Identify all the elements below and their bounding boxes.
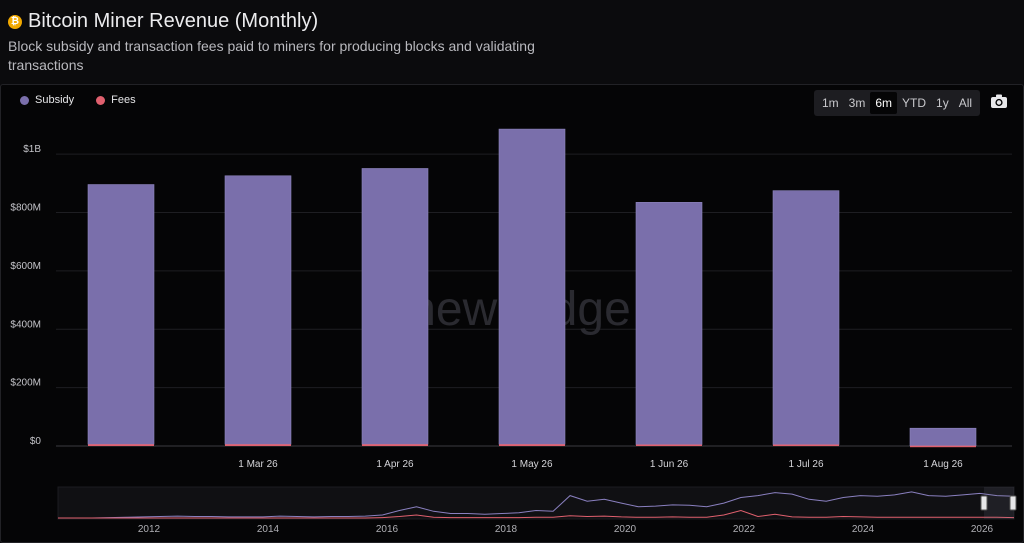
navigator: 2012 2014 2016 2018 2020 2022 2024 2026: [57, 486, 1017, 535]
navigator-tick-label: 2016: [376, 524, 399, 535]
legend: Subsidy Fees: [20, 94, 136, 106]
bar-fees: [773, 444, 839, 447]
x-tick-label: 1 Jul 26: [788, 459, 823, 470]
y-tick-label: $0: [30, 436, 42, 447]
legend-label-fees: Fees: [111, 94, 136, 106]
navigator-handle: [980, 495, 988, 511]
bar-subsidy: [635, 202, 703, 445]
bar-fees: [499, 444, 565, 446]
x-axis: 1 Mar 26 1 Apr 26 1 May 26 1 Jun 26 1 Jul 26…: [238, 459, 963, 470]
y-axis: $0 $200M $400M $600M $800M $1B: [10, 144, 41, 447]
bar-subsidy: [87, 184, 155, 445]
bar-subsidy: [498, 128, 566, 445]
bar-fees: [88, 444, 154, 446]
range-button-ytd[interactable]: YTD: [902, 96, 927, 110]
bitcoin-icon: ₿: [8, 14, 22, 29]
navigator-tick-label: 2020: [614, 524, 637, 535]
bar-fees: [362, 444, 428, 446]
navigator-tick-label: 2018: [495, 524, 518, 535]
navigator-background: [57, 486, 1015, 520]
y-tick-label: $200M: [10, 378, 41, 389]
navigator-tick-label: 2014: [257, 524, 280, 535]
title-row: ₿ Bitcoin Miner Revenue (Monthly): [8, 10, 608, 33]
bars: [87, 128, 977, 448]
navigator-tick-label: 2026: [971, 524, 994, 535]
legend-item-subsidy[interactable]: Subsidy: [20, 94, 74, 106]
x-tick-label: 1 Aug 26: [923, 459, 963, 470]
range-button-1y[interactable]: 1y: [936, 96, 949, 110]
navigator-handle: [1009, 495, 1017, 511]
camera-icon[interactable]: [990, 93, 1008, 109]
legend-item-fees[interactable]: Fees: [96, 94, 136, 106]
legend-label-subsidy: Subsidy: [35, 94, 75, 106]
navigator-tick-label: 2012: [138, 524, 161, 535]
navigator-tick-label: 2022: [733, 524, 756, 535]
bar-subsidy: [224, 175, 292, 445]
bar-fees: [225, 444, 291, 446]
range-button-all[interactable]: All: [958, 96, 973, 110]
navigator-window: [984, 487, 1014, 519]
bar-subsidy: [772, 190, 840, 445]
x-tick-label: 1 May 26: [511, 459, 553, 470]
bar-fees: [910, 445, 976, 448]
range-button-6m[interactable]: 6m: [870, 92, 898, 114]
range-button-3m[interactable]: 3m: [848, 96, 866, 110]
x-tick-label: 1 Jun 26: [650, 459, 689, 470]
navigator-line-subsidy: [58, 491, 1015, 519]
navigator-line-fees: [58, 509, 1015, 519]
y-tick-label: $800M: [10, 203, 41, 214]
range-button-1m[interactable]: 1m: [822, 96, 839, 110]
legend-swatch-fees: [96, 95, 106, 105]
y-tick-label: $600M: [10, 261, 41, 272]
range-selector: 1m 3m 6m YTD 1y All: [814, 90, 981, 116]
bar-fees: [636, 444, 702, 447]
x-tick-label: 1 Mar 26: [238, 459, 278, 470]
chart-title: Bitcoin Miner Revenue (Monthly): [28, 10, 319, 32]
chart-subtitle: Block subsidy and transaction fees paid …: [8, 38, 535, 73]
bar-subsidy: [909, 427, 977, 447]
legend-swatch-subsidy: [20, 95, 29, 105]
y-tick-label: $1B: [23, 144, 41, 155]
y-tick-label: $400M: [10, 319, 41, 330]
navigator-tick-label: 2024: [852, 524, 875, 535]
bar-subsidy: [361, 168, 429, 445]
chart-header: ₿ Bitcoin Miner Revenue (Monthly) Block …: [8, 10, 608, 75]
x-tick-label: 1 Apr 26: [376, 459, 414, 470]
